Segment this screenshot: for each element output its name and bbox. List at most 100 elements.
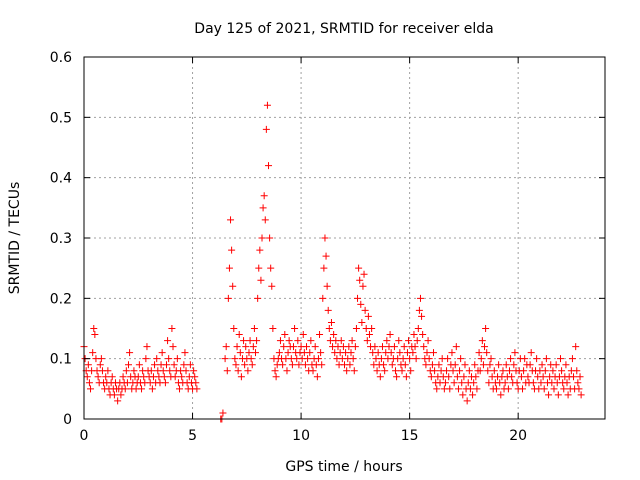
data-point [265, 162, 273, 170]
data-point [513, 379, 521, 387]
data-point [143, 343, 151, 351]
data-point [280, 343, 288, 351]
data-point [572, 343, 580, 351]
data-point [393, 373, 401, 381]
data-point [325, 325, 333, 332]
data-point [181, 349, 189, 357]
data-point [301, 361, 309, 369]
data-point [410, 331, 418, 339]
data-point [357, 300, 365, 308]
data-point [508, 373, 516, 381]
data-point [279, 361, 287, 369]
data-point [435, 361, 443, 369]
data-point [470, 379, 478, 387]
data-point [345, 343, 353, 351]
data-point [259, 204, 267, 212]
data-point [409, 349, 417, 357]
data-point [148, 385, 156, 393]
data-point [223, 367, 231, 375]
data-point [125, 361, 133, 369]
data-point [422, 361, 430, 369]
data-point [451, 361, 459, 369]
data-point [161, 379, 169, 387]
data-point [186, 361, 194, 369]
data-point [350, 367, 358, 375]
data-point [556, 355, 564, 363]
data-point [176, 385, 184, 393]
data-point [502, 361, 510, 369]
data-point [358, 318, 366, 326]
data-point [316, 331, 324, 339]
data-point [283, 367, 291, 375]
data-points [80, 101, 585, 423]
data-point [159, 367, 167, 375]
data-point [554, 391, 562, 399]
data-point [445, 373, 453, 381]
data-point [317, 349, 325, 357]
data-point [520, 367, 528, 375]
data-point [347, 349, 355, 357]
data-point [364, 312, 372, 320]
data-point [253, 337, 261, 345]
data-point [376, 373, 384, 381]
data-point [412, 355, 420, 363]
data-point [483, 349, 491, 357]
data-point [83, 373, 91, 381]
data-point [289, 343, 297, 351]
data-point [533, 355, 541, 363]
data-point [324, 306, 332, 314]
data-point [104, 367, 112, 375]
data-point [110, 391, 118, 399]
data-point [392, 367, 400, 375]
data-point [541, 367, 549, 375]
data-point [241, 361, 249, 369]
data-point [395, 337, 403, 345]
data-point [387, 349, 395, 357]
data-point [271, 367, 279, 375]
data-point [459, 391, 467, 399]
data-point [275, 349, 283, 357]
data-point [383, 337, 391, 345]
data-point [431, 367, 439, 375]
data-point [234, 367, 242, 375]
data-point [510, 361, 518, 369]
data-point [576, 373, 584, 381]
data-point [303, 343, 311, 351]
data-point [170, 361, 178, 369]
data-point [562, 361, 570, 369]
data-point [540, 385, 548, 393]
data-point [424, 337, 432, 345]
y-axis-label: SRMTID / TECUs [7, 182, 23, 295]
data-point [254, 294, 262, 302]
data-point [191, 373, 199, 381]
data-point [142, 355, 150, 363]
y-tick-label: 0.2 [50, 291, 72, 307]
data-point [475, 349, 483, 357]
data-point [430, 349, 438, 357]
data-point [246, 337, 254, 345]
data-point [574, 379, 582, 387]
data-point [87, 385, 95, 393]
data-point [225, 264, 233, 272]
data-point [322, 252, 330, 260]
data-point [262, 125, 270, 133]
data-point [258, 234, 266, 242]
data-point [378, 343, 386, 351]
data-point [84, 361, 92, 369]
data-point [490, 367, 498, 375]
data-point [158, 349, 166, 357]
data-point [386, 331, 394, 339]
data-point [443, 367, 451, 375]
data-point [343, 367, 351, 375]
data-point [481, 343, 489, 351]
data-point [96, 361, 104, 369]
data-point [398, 367, 406, 375]
data-point [354, 294, 362, 302]
data-point [321, 234, 329, 242]
data-point [284, 349, 292, 357]
data-point [307, 337, 315, 345]
data-point [313, 373, 321, 381]
data-point [166, 367, 174, 375]
data-point [251, 349, 259, 357]
